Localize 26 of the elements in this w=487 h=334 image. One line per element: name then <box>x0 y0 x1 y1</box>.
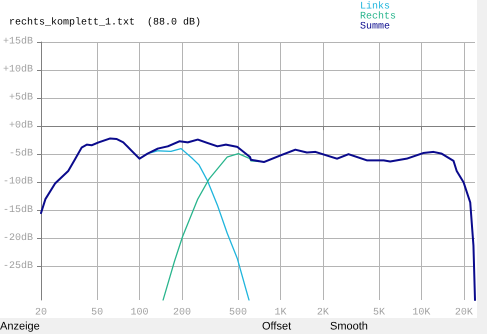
y-tick-label: -15dB <box>2 204 34 216</box>
y-tick-label: -25dB <box>2 260 34 272</box>
x-tick-label: 200 <box>172 308 191 318</box>
x-tick-label: 500 <box>229 308 248 318</box>
x-tick-label: 5K <box>372 308 385 318</box>
text: Rechts <box>360 10 396 22</box>
text: Links <box>360 0 390 12</box>
text: Smooth <box>330 320 368 332</box>
x-tick-label: 100 <box>130 308 149 318</box>
y-tick-label: -10dB <box>2 176 34 188</box>
y-tick-label: -5dB <box>8 148 34 160</box>
x-tick-label: 20 <box>34 308 48 318</box>
x-tick-label: 50 <box>91 308 104 318</box>
y-tick-label: +15dB <box>2 36 34 48</box>
y-tick-label: +5dB <box>8 92 34 104</box>
y-tick-label: +10dB <box>2 64 34 76</box>
x-tick-label: 2K <box>316 308 329 318</box>
text: Summe <box>360 22 390 32</box>
x-tick-label: 10K <box>412 308 430 318</box>
text: Offset <box>262 320 292 332</box>
text: Anzeige <box>0 320 40 332</box>
y-tick-label: +0dB <box>8 120 34 132</box>
chart-title: rechts_komplett_1.txt (88.0 dB) <box>9 16 202 28</box>
x-tick-label: 1K <box>274 308 286 318</box>
x-tick-label: 20K <box>454 308 473 318</box>
y-tick-label: -20dB <box>2 232 34 244</box>
